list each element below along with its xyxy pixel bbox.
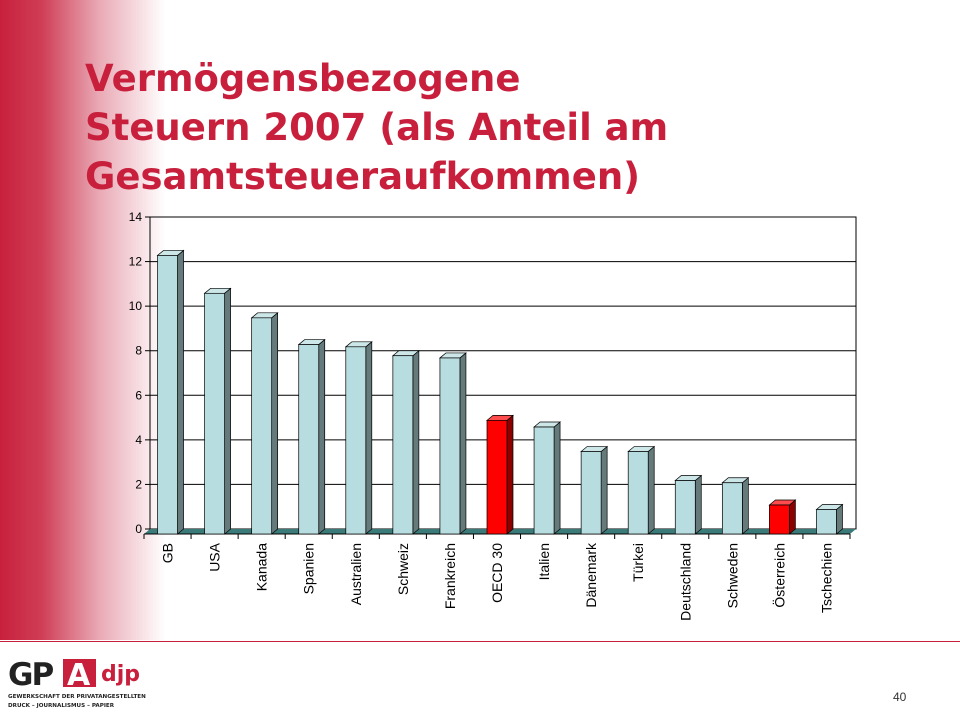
x-label-Frankreich: Frankreich bbox=[442, 543, 458, 609]
x-label-Türkei: Türkei bbox=[630, 543, 646, 582]
logo-gp-text: GP bbox=[8, 657, 53, 693]
bar-GB bbox=[156, 249, 185, 535]
x-label-Schweden: Schweden bbox=[724, 543, 740, 608]
bar-USA bbox=[203, 287, 232, 535]
bar-OECD 30 bbox=[486, 414, 514, 535]
bar-Kanada bbox=[250, 312, 279, 535]
bars bbox=[156, 249, 844, 535]
gpa-djp-logo: GP A djp GEWERKSCHAFT DER PRIVATANGESTEL… bbox=[8, 657, 146, 709]
bar-front bbox=[580, 451, 602, 535]
x-label-OECD 30: OECD 30 bbox=[489, 543, 505, 603]
bar-side bbox=[318, 338, 326, 535]
bar-side bbox=[506, 414, 514, 535]
logo-line-1: GEWERKSCHAFT DER PRIVATANGESTELLTEN bbox=[8, 694, 146, 700]
y-tick-label: 14 bbox=[129, 210, 143, 224]
x-label-Tschechien: Tschechien bbox=[818, 543, 834, 613]
y-axis-ticks: 0 2 4 6 8 10 12 14 bbox=[129, 210, 150, 536]
x-label-Kanada: Kanada bbox=[254, 543, 270, 591]
y-tick-label: 6 bbox=[135, 388, 142, 402]
x-label-USA: USA bbox=[207, 542, 223, 571]
bar-side bbox=[741, 476, 749, 535]
y-tick-label: 10 bbox=[129, 299, 143, 313]
page-number: 40 bbox=[893, 690, 907, 704]
bar-side bbox=[459, 352, 467, 535]
bar-front bbox=[721, 482, 743, 535]
bar-front bbox=[392, 355, 414, 535]
bar-front bbox=[298, 344, 320, 535]
logo-djp-text: djp bbox=[101, 662, 140, 687]
logo-a-text: A bbox=[67, 658, 91, 693]
bar-side bbox=[789, 499, 796, 535]
x-axis-labels: GB USA Kanada Spanien Australien Schweiz Frank… bbox=[160, 542, 835, 621]
x-label-Schweiz: Schweiz bbox=[395, 543, 411, 595]
slide-title: Vermögensbezogene Steuern 2007 (als Ante… bbox=[85, 54, 945, 201]
side-gradient-band bbox=[0, 0, 165, 640]
bar-side bbox=[224, 287, 231, 535]
bar-Frankreich bbox=[438, 352, 467, 535]
x-label-Österreich: Österreich bbox=[770, 543, 787, 608]
bar-Spanien bbox=[297, 338, 326, 535]
y-tick-label: 4 bbox=[135, 433, 142, 447]
x-label-Australien: Australien bbox=[348, 543, 364, 605]
bar-side bbox=[412, 349, 420, 535]
bar-side bbox=[271, 312, 279, 535]
bar-front bbox=[157, 255, 178, 535]
bar-front bbox=[439, 357, 461, 535]
bar-Schweiz bbox=[391, 349, 420, 535]
logo-red-block bbox=[63, 659, 96, 687]
bar-front bbox=[345, 346, 367, 535]
x-label-Spanien: Spanien bbox=[301, 543, 317, 594]
bar-Deutschland bbox=[674, 474, 703, 535]
bar-Italien bbox=[533, 421, 562, 535]
y-tick-label: 12 bbox=[129, 255, 143, 269]
y-tick-label: 2 bbox=[135, 477, 142, 491]
y-tick-label: 0 bbox=[135, 522, 142, 536]
y-tick-label: 8 bbox=[135, 344, 142, 358]
bar-side bbox=[365, 341, 373, 535]
bar-front bbox=[533, 426, 555, 535]
x-label-GB: GB bbox=[160, 543, 176, 563]
bar-side bbox=[553, 421, 561, 535]
bar-front bbox=[627, 451, 649, 535]
bar-side bbox=[694, 474, 702, 535]
bar-Tschechien bbox=[815, 503, 844, 535]
logo-line-2: DRUCK – JOURNALISMUS – PAPIER bbox=[8, 703, 115, 709]
bar-side bbox=[647, 445, 655, 535]
bar-front bbox=[486, 419, 508, 535]
bar-side bbox=[600, 445, 608, 535]
bar-front bbox=[204, 292, 225, 535]
title-line-3: Gesamtsteueraufkommen) bbox=[85, 155, 641, 198]
bar-Schweden bbox=[721, 476, 750, 535]
bar-Dänemark bbox=[580, 445, 609, 535]
bar-front bbox=[251, 317, 273, 535]
bar-front bbox=[769, 504, 790, 535]
bar-side bbox=[177, 249, 184, 535]
bar-Australien bbox=[344, 341, 373, 535]
x-label-Deutschland: Deutschland bbox=[677, 543, 693, 621]
bar-front bbox=[816, 509, 837, 535]
bar-front bbox=[674, 480, 696, 535]
title-line-2: Steuern 2007 (als Anteil am bbox=[85, 106, 669, 149]
x-label-Italien: Italien bbox=[536, 543, 552, 580]
bar-Türkei bbox=[627, 445, 656, 535]
title-line-1: Vermögensbezogene bbox=[85, 57, 521, 100]
bar-chart: 0 2 4 6 8 10 12 14 GB USA Kanada Spanien Australien… bbox=[129, 210, 857, 621]
footer-divider bbox=[0, 641, 960, 642]
x-label-Dänemark: Dänemark bbox=[583, 542, 599, 608]
bar-Österreich bbox=[768, 499, 797, 535]
